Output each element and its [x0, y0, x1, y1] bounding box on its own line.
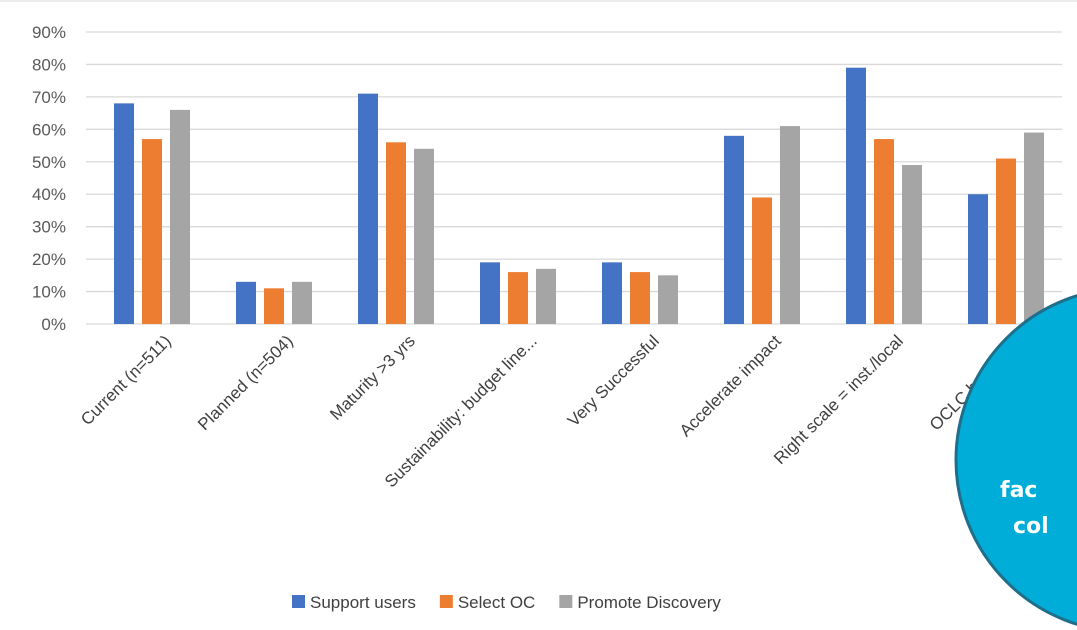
- legend: Support users Select OC Promote Discovery: [292, 593, 721, 612]
- y-axis-tick-labels: 0% 10% 20% 30% 40% 50% 60% 70% 80% 90%: [32, 23, 66, 334]
- bar-support-users: [846, 67, 866, 324]
- x-category-label: Right scale = inst./local: [770, 331, 907, 468]
- bar-promote-discovery: [536, 268, 556, 324]
- bar-support-users: [358, 93, 378, 325]
- legend-label: Select OC: [458, 593, 535, 612]
- bar-support-users: [968, 194, 988, 324]
- bar-select-oc: [630, 272, 650, 324]
- y-tick-label: 50%: [32, 153, 66, 172]
- y-tick-label: 80%: [32, 55, 66, 74]
- bars: [114, 67, 1044, 325]
- bar-support-users: [480, 262, 500, 324]
- bar-promote-discovery: [414, 148, 434, 324]
- x-category-label: Accelerate impact: [676, 331, 785, 440]
- bar-support-users: [602, 262, 622, 324]
- bar-select-oc: [264, 288, 284, 324]
- bar-support-users: [724, 135, 744, 324]
- x-category-label: Maturity >3 yrs: [326, 331, 419, 424]
- legend-item: Promote Discovery: [559, 593, 721, 612]
- bar-select-oc: [508, 272, 528, 324]
- bar-promote-discovery: [658, 275, 678, 324]
- y-tick-label: 20%: [32, 250, 66, 269]
- bar-promote-discovery: [1024, 132, 1044, 324]
- bar-select-oc: [874, 139, 894, 324]
- y-tick-label: 40%: [32, 185, 66, 204]
- callout-text-line-2: col: [1013, 514, 1049, 539]
- legend-label: Promote Discovery: [577, 593, 721, 612]
- y-tick-label: 70%: [32, 88, 66, 107]
- legend-item: Select OC: [439, 593, 535, 612]
- bar-select-oc: [752, 197, 772, 324]
- bar-select-oc: [386, 142, 406, 324]
- x-category-label: Current (n=511): [77, 331, 175, 429]
- bar-promote-discovery: [292, 281, 312, 324]
- x-category-label: Very Successful: [564, 331, 663, 430]
- callout-circle: fac col: [954, 294, 1077, 626]
- bar-select-oc: [996, 158, 1016, 324]
- x-axis-category-labels: Current (n=511) Planned (n=504) Maturity >…: [77, 331, 1029, 491]
- legend-item: Support users: [292, 593, 416, 612]
- legend-swatch: [292, 595, 305, 608]
- bar-promote-discovery: [170, 109, 190, 324]
- bar-select-oc: [142, 139, 162, 324]
- y-tick-label: 0%: [41, 315, 66, 334]
- bar-promote-discovery: [902, 165, 922, 324]
- y-tick-label: 90%: [32, 23, 66, 42]
- x-category-label: Planned (n=504): [194, 331, 297, 434]
- bar-promote-discovery: [780, 126, 800, 324]
- y-tick-label: 60%: [32, 120, 66, 139]
- y-tick-label: 30%: [32, 218, 66, 237]
- legend-swatch: [439, 595, 453, 608]
- y-tick-label: 10%: [32, 283, 66, 302]
- legend-swatch: [559, 595, 573, 608]
- callout-text-line-1: fac: [1000, 478, 1037, 503]
- bar-support-users: [114, 103, 134, 324]
- legend-label: Support users: [310, 593, 416, 612]
- callout-circle-shape: [954, 294, 1077, 626]
- bar-support-users: [236, 281, 256, 324]
